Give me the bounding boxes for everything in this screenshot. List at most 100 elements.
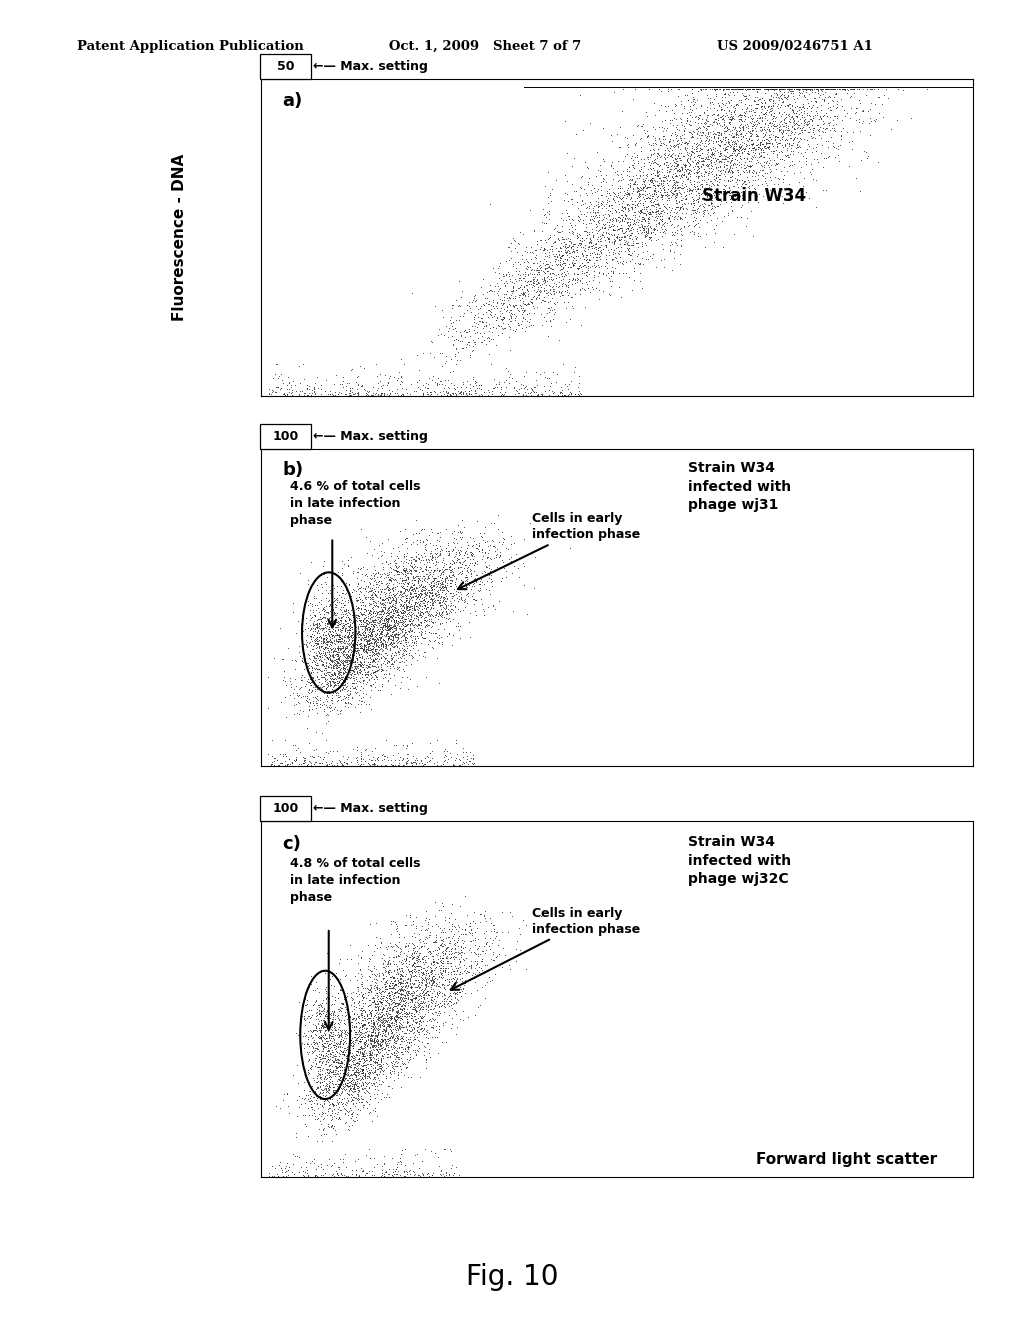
Point [558,183,574,205]
Point [351,1049,368,1071]
Point [785,119,802,140]
Point [420,913,436,935]
Point [370,1010,386,1031]
Point [406,578,422,599]
Point [388,644,404,665]
Point [728,133,744,154]
Point [536,269,552,290]
Point [595,191,611,213]
Point [297,1088,313,1109]
Point [694,123,711,144]
Point [495,384,511,405]
Point [378,1003,394,1024]
Point [524,252,541,273]
Point [375,1030,391,1051]
Point [655,147,672,168]
Point [788,137,805,158]
Point [670,172,686,193]
Point [429,994,445,1015]
Point [309,675,326,696]
Point [319,612,336,634]
Point [341,1039,357,1060]
Point [304,1150,321,1171]
Point [351,1020,368,1041]
Point [728,144,744,165]
Point [503,247,519,268]
Point [375,1015,391,1036]
Point [457,591,473,612]
Point [396,1006,413,1027]
Point [341,647,357,668]
Point [673,235,689,256]
Point [397,622,414,643]
Point [657,197,674,218]
Point [352,999,369,1020]
Point [724,133,740,154]
Point [609,183,626,205]
Point [305,599,322,620]
Point [641,173,657,194]
Point [699,123,716,144]
Point [705,124,721,145]
Point [526,246,543,267]
Point [654,218,671,239]
Point [339,1076,355,1097]
Point [414,605,430,626]
Point [463,379,479,400]
Point [385,631,401,652]
Point [417,581,433,602]
Point [450,928,466,949]
Point [669,135,685,156]
Point [535,314,551,335]
Point [591,219,607,240]
Point [346,651,362,672]
Point [763,95,779,116]
Point [373,1057,389,1078]
Point [335,1067,351,1088]
Point [402,553,419,574]
Point [460,535,476,556]
Point [365,383,381,404]
Point [669,193,685,214]
Point [373,572,389,593]
Point [389,970,406,991]
Point [316,616,333,638]
Point [642,202,658,223]
Point [299,1007,315,1028]
Point [716,164,732,185]
Point [660,78,677,99]
Point [721,99,737,120]
Point [360,655,377,676]
Point [366,614,382,635]
Point [415,579,431,601]
Point [698,173,715,194]
Point [314,1026,331,1047]
Point [314,1015,331,1036]
Point [411,972,427,993]
Point [351,624,368,645]
Point [652,183,669,205]
Point [418,969,434,990]
Point [326,1018,342,1039]
Point [553,256,569,277]
Point [273,385,290,407]
Point [455,371,471,392]
Point [858,84,874,106]
Point [761,139,777,160]
Point [797,111,813,132]
Point [443,970,460,991]
Point [702,193,719,214]
Point [345,665,361,686]
Point [374,659,390,680]
Point [362,981,379,1002]
Point [647,202,664,223]
Point [622,215,638,236]
Point [298,1041,314,1063]
Point [336,594,352,615]
Point [384,652,400,673]
Point [732,115,749,136]
Point [373,653,389,675]
Point [427,994,443,1015]
Point [571,201,588,222]
Point [713,131,729,152]
